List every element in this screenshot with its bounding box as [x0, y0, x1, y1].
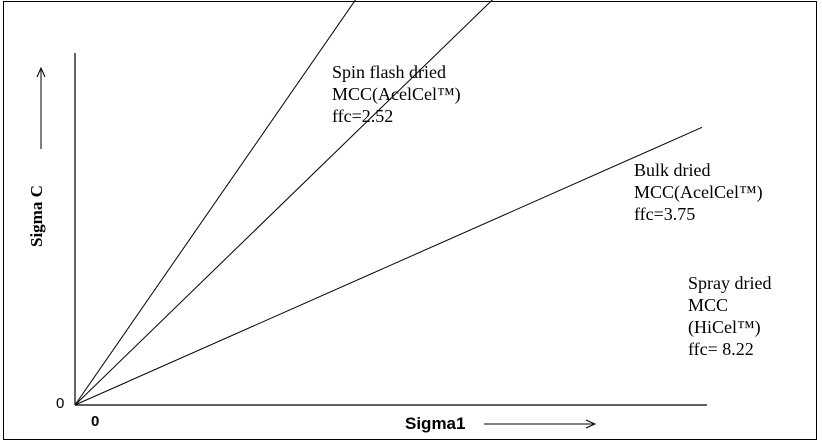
series-line: [74, 0, 356, 406]
series-label: (HiCel™): [688, 317, 761, 338]
series-line: [74, 0, 493, 406]
y-label-arrowhead-icon: [36, 66, 46, 78]
series-label: Spin flash dried: [332, 62, 446, 82]
y-tick-label: 0: [56, 395, 64, 412]
x-axis-title: Sigma1: [405, 414, 465, 433]
figure-frame: [3, 1, 817, 440]
series-label: MCC(AcelCel™): [332, 84, 461, 105]
x-tick-label: 0: [91, 413, 99, 430]
series-label: Spray dried: [688, 273, 771, 293]
y-axis-title: Sigma C: [27, 185, 46, 247]
series-label: ffc=2.52: [332, 106, 393, 126]
series-label: MCC(AcelCel™): [634, 182, 763, 203]
series-layer: Spin flash driedMCC(AcelCel™)ffc=2.52Bul…: [74, 0, 771, 406]
series-line: [74, 126, 703, 406]
series-label: MCC: [688, 295, 728, 315]
series-label: ffc=3.75: [634, 204, 695, 224]
x-label-arrowhead-icon: [585, 419, 597, 429]
series-label: ffc= 8.22: [688, 339, 754, 359]
series-label: Bulk dried: [634, 160, 711, 180]
